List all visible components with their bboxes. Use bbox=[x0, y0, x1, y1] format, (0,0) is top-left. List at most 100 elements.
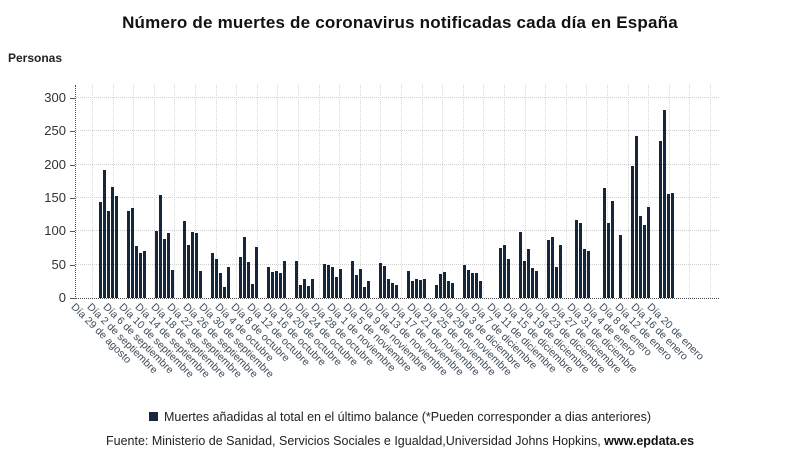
bar bbox=[522, 261, 526, 298]
bar bbox=[134, 246, 138, 298]
v-gridline bbox=[689, 85, 691, 298]
y-tick-label: 100 bbox=[44, 223, 66, 239]
bar bbox=[386, 279, 390, 298]
y-tick-label: 50 bbox=[51, 256, 66, 272]
bar bbox=[98, 202, 102, 298]
bar bbox=[554, 267, 558, 298]
v-gridline bbox=[215, 85, 217, 298]
bar bbox=[406, 271, 410, 298]
bar bbox=[606, 222, 610, 298]
bar bbox=[438, 274, 442, 298]
bar bbox=[310, 279, 314, 298]
v-gridline bbox=[153, 85, 155, 298]
bar bbox=[634, 136, 638, 298]
v-gridline bbox=[421, 85, 423, 298]
bar bbox=[274, 270, 278, 298]
bar bbox=[550, 236, 554, 298]
v-gridline bbox=[401, 85, 402, 298]
bar bbox=[410, 280, 414, 298]
v-gridline bbox=[277, 85, 279, 298]
bar bbox=[558, 245, 562, 298]
bar bbox=[162, 239, 166, 298]
bar bbox=[526, 249, 530, 298]
bar bbox=[446, 281, 450, 298]
source-text: Fuente: Ministerio de Sanidad, Servicios… bbox=[105, 434, 605, 448]
v-gridline bbox=[256, 85, 258, 298]
bar bbox=[266, 267, 270, 298]
bar bbox=[294, 261, 298, 298]
y-tick-label: 150 bbox=[44, 190, 66, 205]
v-gridline bbox=[133, 85, 135, 298]
bar bbox=[474, 272, 478, 298]
v-gridline bbox=[607, 85, 608, 298]
bar bbox=[214, 259, 218, 298]
bar bbox=[102, 170, 106, 298]
bar bbox=[466, 270, 470, 298]
bar bbox=[602, 188, 606, 298]
y-tick-label: 200 bbox=[44, 156, 66, 172]
bar bbox=[322, 264, 326, 298]
v-gridline bbox=[359, 85, 361, 298]
bar bbox=[462, 264, 466, 298]
bar bbox=[578, 223, 582, 298]
bar bbox=[450, 283, 454, 298]
bar bbox=[506, 259, 510, 298]
bar bbox=[126, 210, 130, 298]
h-gridline bbox=[76, 130, 719, 132]
bar bbox=[638, 216, 642, 298]
y-tick-label: 250 bbox=[44, 123, 66, 139]
bar bbox=[154, 230, 158, 298]
v-gridline bbox=[668, 85, 670, 298]
y-tick-mark bbox=[70, 98, 75, 99]
v-gridline bbox=[710, 85, 711, 298]
h-gridline bbox=[76, 263, 719, 265]
bar bbox=[478, 280, 482, 298]
bar bbox=[254, 247, 258, 298]
legend-label: Muertes añadidas al total en el último b… bbox=[163, 409, 652, 424]
bar bbox=[350, 261, 354, 298]
v-gridline bbox=[92, 85, 93, 298]
v-gridline bbox=[298, 85, 299, 298]
bar bbox=[366, 280, 370, 298]
bar bbox=[442, 272, 446, 298]
v-gridline bbox=[504, 85, 505, 298]
y-tick-mark bbox=[70, 164, 75, 166]
bar bbox=[646, 207, 650, 298]
y-axis-title: Personas bbox=[8, 51, 63, 65]
bar bbox=[546, 240, 550, 298]
bar bbox=[330, 267, 334, 298]
bar bbox=[186, 245, 190, 298]
bar bbox=[138, 252, 142, 298]
bar bbox=[338, 269, 342, 298]
v-gridline bbox=[462, 85, 464, 298]
bar bbox=[334, 276, 338, 298]
v-gridline bbox=[236, 85, 238, 298]
bar bbox=[218, 273, 222, 298]
bar bbox=[106, 210, 110, 298]
bar bbox=[158, 195, 162, 298]
bar bbox=[434, 284, 438, 298]
bar bbox=[270, 272, 274, 298]
h-gridline bbox=[76, 230, 719, 232]
bar bbox=[282, 261, 286, 298]
v-gridline bbox=[483, 85, 485, 298]
v-gridline bbox=[524, 85, 526, 298]
bar bbox=[574, 220, 578, 298]
legend-marker-icon bbox=[148, 412, 158, 421]
bar bbox=[382, 266, 386, 298]
bar bbox=[110, 186, 114, 298]
y-tick-mark bbox=[70, 131, 75, 133]
bar bbox=[586, 250, 590, 298]
bar bbox=[166, 232, 170, 298]
y-tick-label: 300 bbox=[44, 90, 66, 105]
y-tick-mark bbox=[70, 264, 75, 266]
bar bbox=[326, 265, 330, 298]
bar bbox=[302, 278, 306, 298]
source-brand-link[interactable]: www.epdata.es bbox=[604, 434, 695, 448]
plot-area bbox=[75, 85, 719, 299]
h-gridline bbox=[76, 97, 719, 98]
bar bbox=[242, 237, 246, 298]
bar bbox=[194, 233, 198, 298]
bar bbox=[502, 244, 506, 298]
